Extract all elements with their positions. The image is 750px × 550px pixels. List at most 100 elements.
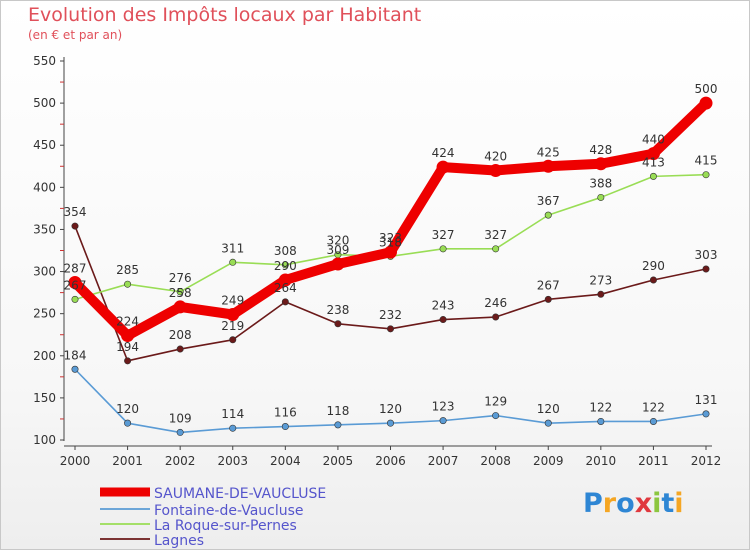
data-point — [281, 298, 289, 306]
data-label: 123 — [432, 400, 455, 414]
legend-label: Lagnes — [154, 533, 204, 549]
data-point — [439, 245, 447, 253]
data-label: 219 — [221, 319, 244, 333]
y-tick-label: 150 — [33, 391, 56, 405]
logo-letter: r — [602, 488, 617, 519]
data-point — [492, 245, 500, 253]
data-label: 246 — [484, 296, 507, 310]
chart-subtitle: (en € et par an) — [28, 28, 123, 42]
data-point — [173, 300, 187, 314]
chart-title: Evolution des Impôts locaux par Habitant — [28, 4, 422, 26]
data-point — [597, 193, 605, 201]
data-point — [594, 157, 608, 171]
data-point — [492, 313, 500, 321]
x-tick-label: 2010 — [586, 454, 617, 468]
data-label: 114 — [221, 407, 244, 421]
data-label: 367 — [537, 194, 560, 208]
y-tick-label: 250 — [33, 307, 56, 321]
data-point — [124, 419, 132, 427]
data-label: 309 — [326, 243, 349, 257]
y-tick-label: 400 — [33, 180, 56, 194]
data-label: 424 — [432, 146, 455, 160]
data-label: 327 — [484, 228, 507, 242]
data-label: 273 — [589, 273, 612, 287]
data-point — [71, 222, 79, 230]
data-label: 194 — [116, 340, 139, 354]
data-label: 327 — [432, 228, 455, 242]
data-point — [702, 410, 710, 418]
x-tick-label: 2001 — [112, 454, 143, 468]
data-point — [68, 276, 82, 290]
data-point — [492, 412, 500, 420]
data-label: 311 — [221, 241, 244, 255]
x-tick-label: 2007 — [428, 454, 459, 468]
x-tick-label: 2005 — [323, 454, 354, 468]
data-point — [544, 419, 552, 427]
data-label: 184 — [64, 348, 87, 362]
x-tick-label: 2004 — [270, 454, 301, 468]
data-point — [176, 288, 184, 296]
data-point — [386, 325, 394, 333]
data-label: 122 — [589, 400, 612, 414]
legend-label: Fontaine-de-Vaucluse — [154, 503, 304, 519]
y-tick-label: 450 — [33, 138, 56, 152]
data-label: 354 — [64, 205, 87, 219]
logo-letter: o — [616, 488, 635, 519]
data-label: 425 — [537, 145, 560, 159]
data-label: 290 — [642, 259, 665, 273]
data-label: 232 — [379, 308, 402, 322]
series-line — [70, 98, 711, 341]
data-point — [702, 265, 710, 273]
data-label: 285 — [116, 263, 139, 277]
data-label: 238 — [326, 303, 349, 317]
data-point — [281, 423, 289, 431]
data-point — [489, 163, 503, 177]
y-tick-label: 100 — [33, 433, 56, 447]
data-point — [229, 258, 237, 266]
data-point — [124, 357, 132, 365]
legend-label: La Roque-sur-Pernes — [154, 518, 297, 534]
logo-letter: P — [583, 488, 603, 519]
data-point — [544, 295, 552, 303]
data-label: 118 — [326, 404, 349, 418]
data-label: 500 — [695, 82, 718, 96]
data-label: 120 — [537, 402, 560, 416]
data-label: 287 — [64, 262, 87, 276]
data-label: 249 — [221, 294, 244, 308]
y-tick-label: 500 — [33, 96, 56, 110]
x-tick-label: 2002 — [165, 454, 196, 468]
data-point — [229, 336, 237, 344]
data-point — [121, 329, 135, 343]
logo-letter: t — [661, 488, 675, 519]
legend-label: SAUMANE-DE-VAUCLUSE — [154, 486, 326, 502]
data-point — [176, 345, 184, 353]
data-point — [176, 428, 184, 436]
data-point — [702, 171, 710, 179]
data-label: 323 — [379, 231, 402, 245]
data-label: 243 — [432, 299, 455, 313]
x-tick-label: 2011 — [638, 454, 669, 468]
x-tick-label: 2012 — [691, 454, 722, 468]
data-label: 120 — [379, 402, 402, 416]
data-point — [334, 421, 342, 429]
data-point — [541, 159, 555, 173]
data-point — [544, 211, 552, 219]
data-label: 388 — [589, 176, 612, 190]
data-label: 264 — [274, 281, 297, 295]
data-label: 267 — [537, 278, 560, 292]
data-point — [699, 96, 713, 110]
data-point — [646, 147, 660, 161]
data-point — [71, 295, 79, 303]
data-label: 131 — [695, 393, 718, 407]
data-label: 428 — [589, 143, 612, 157]
data-point — [386, 419, 394, 427]
data-point — [281, 261, 289, 269]
data-point — [334, 320, 342, 328]
y-tick-label: 300 — [33, 265, 56, 279]
data-point — [649, 172, 657, 180]
data-label: 440 — [642, 133, 665, 147]
data-point — [226, 308, 240, 322]
data-point — [439, 316, 447, 324]
